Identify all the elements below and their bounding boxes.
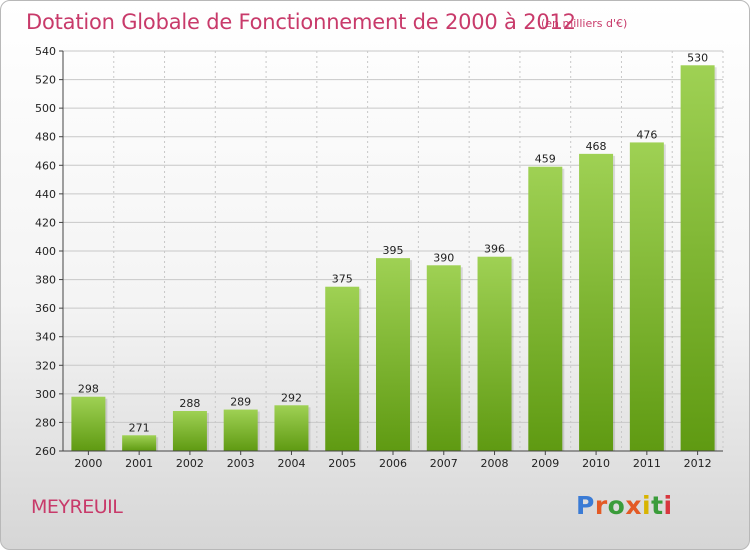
x-tick-label: 2008 bbox=[481, 457, 509, 470]
bar-value-label: 476 bbox=[636, 128, 657, 141]
axes: 260 280 300 320 340 360 380 400 420 440 460 480 500 5… bbox=[35, 45, 723, 470]
x-tick-label: 2001 bbox=[125, 457, 153, 470]
y-tick-label: 340 bbox=[35, 331, 56, 344]
bar bbox=[680, 65, 715, 452]
logo-letter: P bbox=[576, 491, 595, 520]
bar-value-label: 459 bbox=[535, 153, 556, 166]
commune-name: MEYREUIL bbox=[31, 496, 123, 518]
bar-value-label: 375 bbox=[332, 273, 353, 286]
x-tick-label: 2007 bbox=[430, 457, 458, 470]
y-tick-label: 400 bbox=[35, 245, 56, 258]
bar-value-label: 390 bbox=[433, 251, 454, 264]
y-tick-label: 300 bbox=[35, 388, 56, 401]
bar-value-label: 468 bbox=[586, 140, 607, 153]
x-tick-label: 2006 bbox=[379, 457, 407, 470]
bar-value-label: 288 bbox=[179, 397, 200, 410]
x-tick-label: 2005 bbox=[328, 457, 356, 470]
bar-value-label: 298 bbox=[78, 383, 99, 396]
bars: 298 271 288 289 292 375 395 390 396 459 468 476 530 bbox=[71, 51, 717, 452]
bar bbox=[122, 435, 157, 451]
bar-value-label: 395 bbox=[383, 244, 404, 257]
y-tick-label: 440 bbox=[35, 188, 56, 201]
logo-letter: i bbox=[642, 491, 652, 520]
bar-value-label: 271 bbox=[129, 421, 150, 434]
bar bbox=[426, 265, 461, 451]
bar bbox=[274, 405, 309, 451]
proxiti-logo: Proxiti bbox=[576, 491, 673, 520]
bar-value-label: 292 bbox=[281, 391, 302, 404]
bar bbox=[172, 411, 207, 451]
bar-value-label: 396 bbox=[484, 243, 505, 256]
bar-value-label: 530 bbox=[687, 51, 708, 64]
logo-letter: o bbox=[607, 491, 626, 520]
y-tick-label: 380 bbox=[35, 274, 56, 287]
x-tick-label: 2010 bbox=[582, 457, 610, 470]
x-tick-label: 2011 bbox=[633, 457, 661, 470]
bar bbox=[376, 258, 410, 451]
bar bbox=[629, 142, 664, 451]
x-tick-label: 2004 bbox=[277, 457, 305, 470]
x-tick-label: 2009 bbox=[531, 457, 559, 470]
chart-title: Dotation Globale de Fonctionnement de 20… bbox=[26, 10, 576, 34]
logo-letter: t bbox=[651, 491, 664, 520]
bar bbox=[325, 286, 360, 451]
y-tick-label: 540 bbox=[35, 45, 56, 58]
x-tick-label: 2002 bbox=[176, 457, 204, 470]
y-tick-label: 320 bbox=[35, 359, 56, 372]
bar bbox=[71, 396, 106, 451]
y-tick-label: 260 bbox=[35, 445, 56, 458]
chart-subtitle: (en milliers d'€) bbox=[541, 17, 628, 30]
x-tick-label: 2003 bbox=[227, 457, 255, 470]
y-tick-label: 520 bbox=[35, 74, 56, 87]
bar bbox=[223, 409, 258, 451]
y-tick-label: 460 bbox=[35, 159, 56, 172]
bar-value-label: 289 bbox=[230, 396, 251, 409]
bar bbox=[477, 256, 512, 451]
y-tick-label: 420 bbox=[35, 216, 56, 229]
y-tick-label: 360 bbox=[35, 302, 56, 315]
y-tick-label: 280 bbox=[35, 416, 56, 429]
y-tick-label: 480 bbox=[35, 131, 56, 144]
logo-letter: x bbox=[625, 491, 642, 520]
bar bbox=[528, 166, 563, 451]
logo-letter: r bbox=[594, 491, 608, 520]
x-tick-label: 2000 bbox=[74, 457, 102, 470]
x-tick-label: 2012 bbox=[684, 457, 712, 470]
y-tick-label: 500 bbox=[35, 102, 56, 115]
bar bbox=[579, 153, 614, 451]
logo-letter: i bbox=[663, 491, 673, 520]
